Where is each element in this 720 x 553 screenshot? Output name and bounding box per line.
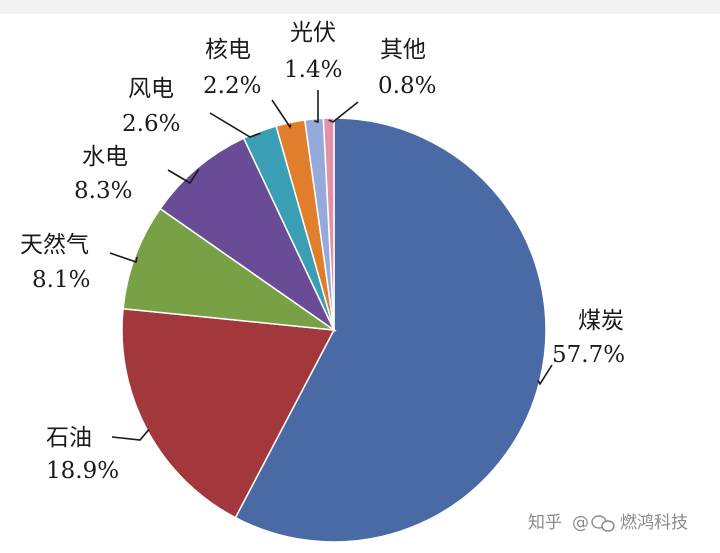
slice-value-4: 8.3% xyxy=(74,178,132,204)
slice-name-2: 石油 xyxy=(46,425,92,451)
slice-name-7: 光伏 xyxy=(290,20,336,46)
pie-slices xyxy=(121,117,547,543)
pie-slice-1 xyxy=(234,117,547,543)
leader-line-1 xyxy=(537,364,553,386)
slice-value-3: 8.1% xyxy=(32,267,90,293)
leader-line-2 xyxy=(111,428,150,441)
slice-value-7: 1.4% xyxy=(284,57,342,83)
slice-name-4: 水电 xyxy=(82,144,128,170)
slice-name-1: 煤炭 xyxy=(578,308,624,334)
wechat-icon xyxy=(591,515,615,532)
slice-value-5: 2.6% xyxy=(122,111,180,137)
slice-value-2: 18.9% xyxy=(46,458,119,484)
slice-labels: 煤炭 57.7% 石油 18.9% 天然气 8.1% 水电 8.3% 风电 2.6% 核电 2.2% 光… xyxy=(20,20,625,484)
leader-line-4 xyxy=(167,169,200,185)
slice-name-8: 其他 xyxy=(380,37,426,63)
slice-name-5: 风电 xyxy=(128,76,174,102)
leader-line-8 xyxy=(328,101,359,123)
pie-slice-4 xyxy=(159,137,336,333)
slice-value-1: 57.7% xyxy=(552,342,625,368)
pie-slice-3 xyxy=(122,207,337,332)
slice-value-8: 0.8% xyxy=(378,73,436,99)
leader-lines xyxy=(109,90,553,441)
pie-slice-8 xyxy=(322,117,335,331)
leader-line-5 xyxy=(209,112,261,138)
watermark-site: 知乎 xyxy=(528,513,562,533)
watermark-author: 燃鸿科技 xyxy=(620,513,688,533)
leader-line-7 xyxy=(314,90,319,124)
watermark-handle: @ xyxy=(572,513,589,533)
leader-line-3 xyxy=(109,252,138,264)
watermark: 知乎 @ 燃鸿科技 xyxy=(528,513,688,533)
slice-name-3: 天然气 xyxy=(20,232,89,258)
leader-line-6 xyxy=(271,99,292,129)
slice-name-6: 核电 xyxy=(205,37,251,63)
top-band xyxy=(0,0,720,14)
slice-value-6: 2.2% xyxy=(203,73,261,99)
